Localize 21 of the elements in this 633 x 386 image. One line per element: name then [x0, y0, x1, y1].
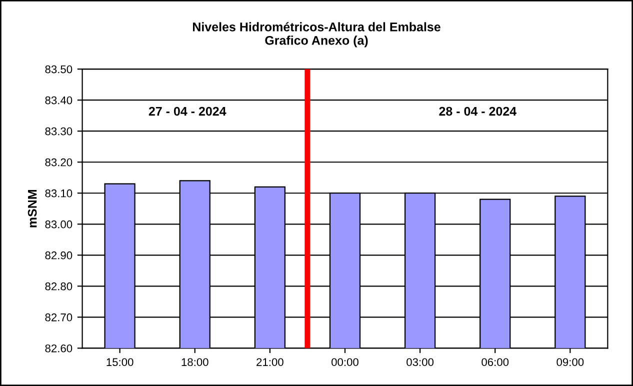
annotation: 27 - 04 - 2024: [148, 106, 226, 116]
y-tick-label: 83.20: [45, 158, 72, 166]
y-tick-label: 83.30: [45, 127, 72, 136]
x-tick-label: 09:00: [556, 358, 584, 366]
y-tick-label: 82.70: [45, 313, 72, 322]
x-tick-label: 15:00: [106, 358, 134, 366]
x-tick-label: 00:00: [332, 358, 358, 366]
y-axis-title: mSNM: [28, 190, 37, 228]
y-tick-label: 82.80: [45, 282, 72, 290]
x-tick-label: 03:00: [406, 358, 434, 366]
y-tick-label: 82.90: [45, 251, 72, 260]
annotation: 28 - 04 - 2024: [439, 106, 516, 116]
x-tick-label: 18:00: [182, 358, 208, 366]
chart-title: Niveles Hidrométricos-Altura del Embalse Grafico Anexo (a): [192, 22, 440, 48]
y-tick-label: 82.60: [45, 344, 72, 352]
y-tick-label: 83.00: [45, 220, 72, 228]
y-tick-label: 83.50: [45, 65, 72, 74]
x-tick-label: 21:00: [256, 358, 284, 366]
y-tick-label: 83.10: [45, 189, 72, 198]
x-tick-label: 06:00: [482, 358, 509, 366]
y-tick-label: 83.40: [45, 96, 72, 104]
